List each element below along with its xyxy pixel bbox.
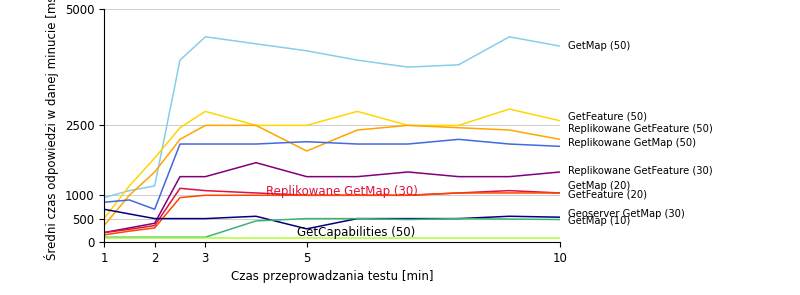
Text: GetMap (10): GetMap (10): [568, 217, 630, 226]
Text: Replikowane GetFeature (30): Replikowane GetFeature (30): [568, 165, 712, 176]
Text: GetMap (50): GetMap (50): [568, 41, 630, 51]
Text: Replikowane GetFeature (50): Replikowane GetFeature (50): [568, 124, 712, 134]
Text: GetMap (20): GetMap (20): [568, 181, 630, 191]
Text: Replikowane GetMap (30): Replikowane GetMap (30): [266, 185, 418, 198]
Y-axis label: Średni czas odpowiedzi w danej minucie [ms]: Średni czas odpowiedzi w danej minucie […: [44, 0, 59, 260]
X-axis label: Czas przeprowadzania testu [min]: Czas przeprowadzania testu [min]: [230, 270, 434, 283]
Text: Geoserver GetMap (30): Geoserver GetMap (30): [568, 209, 684, 219]
Text: Replikowane GetMap (50): Replikowane GetMap (50): [568, 138, 696, 148]
Text: GetCapabilities (50): GetCapabilities (50): [297, 226, 414, 239]
Text: GetFeature (50): GetFeature (50): [568, 112, 646, 122]
Text: GetFeature (20): GetFeature (20): [568, 189, 646, 199]
